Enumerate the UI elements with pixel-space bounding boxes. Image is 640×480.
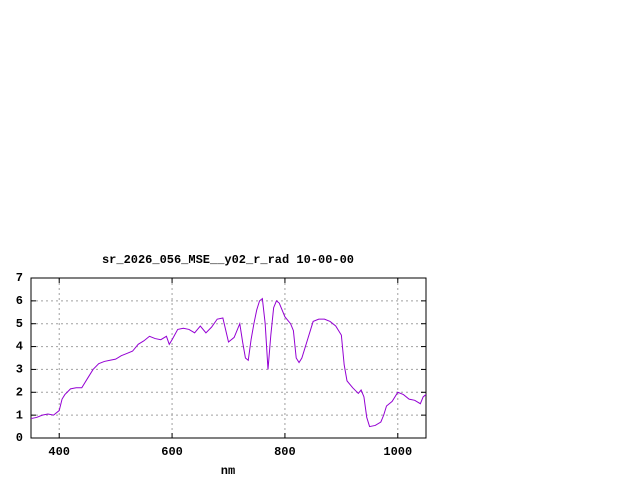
chart-title: sr_2026_056_MSE__y02_r_rad 10-00-00 [102, 253, 354, 267]
y-tick-label: 4 [16, 340, 23, 354]
data-line [30, 297, 427, 428]
y-tick-label: 3 [16, 363, 23, 377]
x-tick-label: 400 [48, 445, 70, 459]
y-tick-label: 2 [16, 385, 23, 399]
y-tick-label: 0 [16, 431, 23, 445]
x-tick-label: 600 [161, 445, 183, 459]
x-tick-label: 1000 [383, 445, 412, 459]
x-tick-label: 800 [274, 445, 296, 459]
y-tick-label: 1 [16, 408, 23, 422]
x-axis-label: nm [221, 464, 235, 478]
y-tick-label: 6 [16, 294, 23, 308]
y-tick-label: 5 [16, 317, 23, 331]
y-tick-label: 7 [16, 271, 23, 285]
plot-frame [30, 277, 427, 439]
